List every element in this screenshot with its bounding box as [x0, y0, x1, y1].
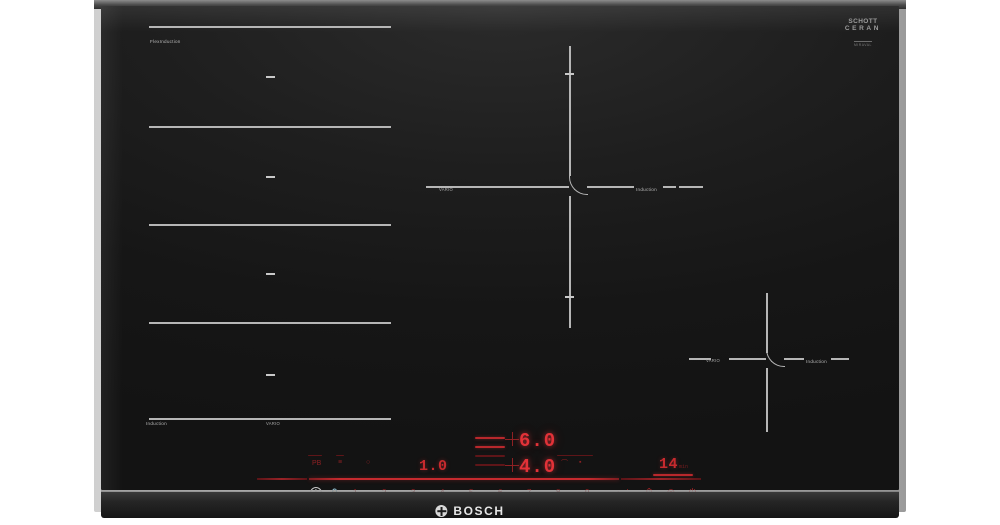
bosch-logo: BOSCH — [435, 504, 504, 518]
centerzone-horizontal-left-b — [463, 186, 569, 188]
schott-ceran-logo: SCHOTT CERAN MIRAVAL — [845, 18, 881, 51]
rightzone-horizontal-left-a — [689, 358, 711, 360]
centerzone-horizontal-right-a — [587, 186, 634, 188]
centerzone-horizontal-right-b — [663, 186, 676, 188]
bosch-emblem-icon — [435, 505, 448, 517]
schott-logo-line1: SCHOTT — [848, 18, 878, 25]
induction-label-right: Induction — [806, 359, 827, 364]
schott-logo-sub: MIRAVAL — [853, 41, 872, 47]
rightzone-corner-radius — [766, 348, 785, 367]
centerzone-horizontal-right-c — [679, 186, 703, 188]
glass-side-highlight — [101, 6, 123, 490]
flexzone-tick-1 — [266, 76, 275, 78]
apron-highlight — [101, 490, 899, 493]
flexzone-tick-4 — [266, 374, 275, 376]
centerzone-tick-lower — [565, 296, 574, 298]
schott-logo-line2: CERAN — [844, 25, 881, 33]
flexzone-divider-2 — [149, 224, 391, 226]
rightzone-horizontal-right-b — [831, 358, 849, 360]
flexzone-border-top — [149, 26, 391, 28]
induction-label-left: Induction — [146, 421, 167, 426]
centerzone-vertical-upper — [569, 46, 571, 176]
flexzone-tick-2 — [266, 176, 275, 178]
rightzone-vertical-lower — [766, 368, 768, 432]
glass-highlight — [101, 6, 899, 32]
centerzone-vertical-lower — [569, 196, 571, 328]
flexzone-tick-3 — [266, 273, 275, 275]
ceramic-glass-surface: SCHOTT CERAN MIRAVAL FlexInduction Induc… — [101, 6, 899, 490]
vario-label-left: VARIO — [266, 421, 280, 426]
flexzone-divider-1 — [149, 126, 391, 128]
rightzone-vertical-upper — [766, 293, 768, 353]
vario-label-center: VARIO — [439, 187, 453, 192]
induction-label-center: Induction — [636, 187, 657, 192]
cooktop-frame-top-edge — [94, 0, 906, 9]
vario-label-right: VARIO — [706, 358, 720, 363]
centerzone-horizontal-left-a — [426, 186, 476, 188]
rightzone-horizontal-right-a — [784, 358, 804, 360]
bosch-wordmark: BOSCH — [453, 504, 505, 518]
flexzone-divider-3 — [149, 322, 391, 324]
centerzone-tick-upper — [565, 73, 574, 75]
centerzone-corner-radius — [569, 176, 588, 195]
flexzone-border-bottom — [149, 418, 391, 420]
flexzone-label: FlexInduction — [150, 39, 181, 44]
front-apron — [101, 492, 899, 518]
rightzone-horizontal-left-b — [729, 358, 766, 360]
